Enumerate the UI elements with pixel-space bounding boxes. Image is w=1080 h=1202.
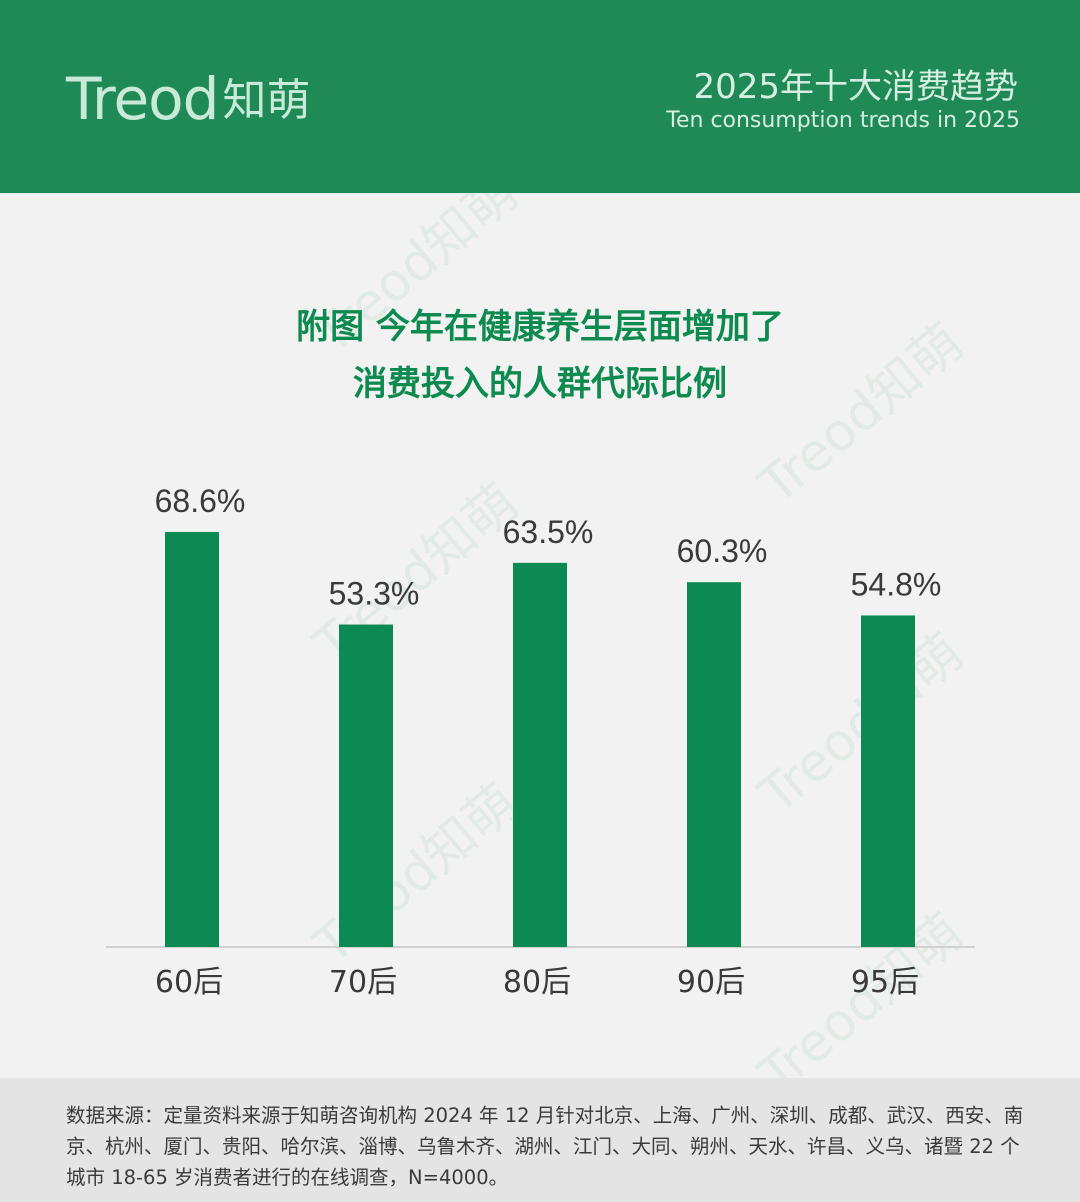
bar-90后 bbox=[687, 582, 741, 947]
logo-text: Treod bbox=[66, 65, 219, 133]
value-label: 53.3% bbox=[329, 576, 420, 612]
brand-logo: Treod知萌 bbox=[66, 70, 310, 128]
chart-title-line2: 消费投入的人群代际比例 bbox=[353, 364, 727, 404]
bar-chart: 68.6% 60后 53.3% 70后 63.5% 80后 60.3% 90后 54.8% 95后 bbox=[106, 483, 975, 1000]
category-label: 90后 bbox=[677, 965, 745, 1000]
logo-cn-text: 知萌 bbox=[222, 75, 311, 126]
bar-60后 bbox=[165, 531, 219, 947]
value-label: 68.6% bbox=[155, 483, 246, 519]
category-label: 80后 bbox=[503, 965, 571, 1000]
bar-80后 bbox=[513, 562, 567, 947]
category-label: 70后 bbox=[329, 965, 397, 1000]
value-label: 54.8% bbox=[851, 566, 942, 602]
trend-subtitle: Ten consumption trends in 2025 bbox=[666, 108, 1020, 133]
category-label: 60后 bbox=[155, 965, 223, 1000]
trend-title: 2025年十大消费趋势 bbox=[693, 67, 1018, 107]
chart-title-line1: 附图 今年在健康养生层面增加了 bbox=[296, 307, 784, 347]
data-source-note: 数据来源：定量资料来源于知萌咨询机构 2024 年 12 月针对北京、上海、广州… bbox=[66, 1104, 1024, 1189]
category-label: 95后 bbox=[851, 965, 919, 1000]
bar-95后 bbox=[861, 615, 915, 947]
bar-70后 bbox=[339, 624, 393, 947]
value-label: 63.5% bbox=[503, 514, 594, 550]
header-banner: Treod知萌 2025年十大消费趋势 Ten consumption tren… bbox=[0, 0, 1080, 193]
value-label: 60.3% bbox=[677, 533, 768, 569]
footer: 数据来源：定量资料来源于知萌咨询机构 2024 年 12 月针对北京、上海、广州… bbox=[0, 1078, 1080, 1202]
